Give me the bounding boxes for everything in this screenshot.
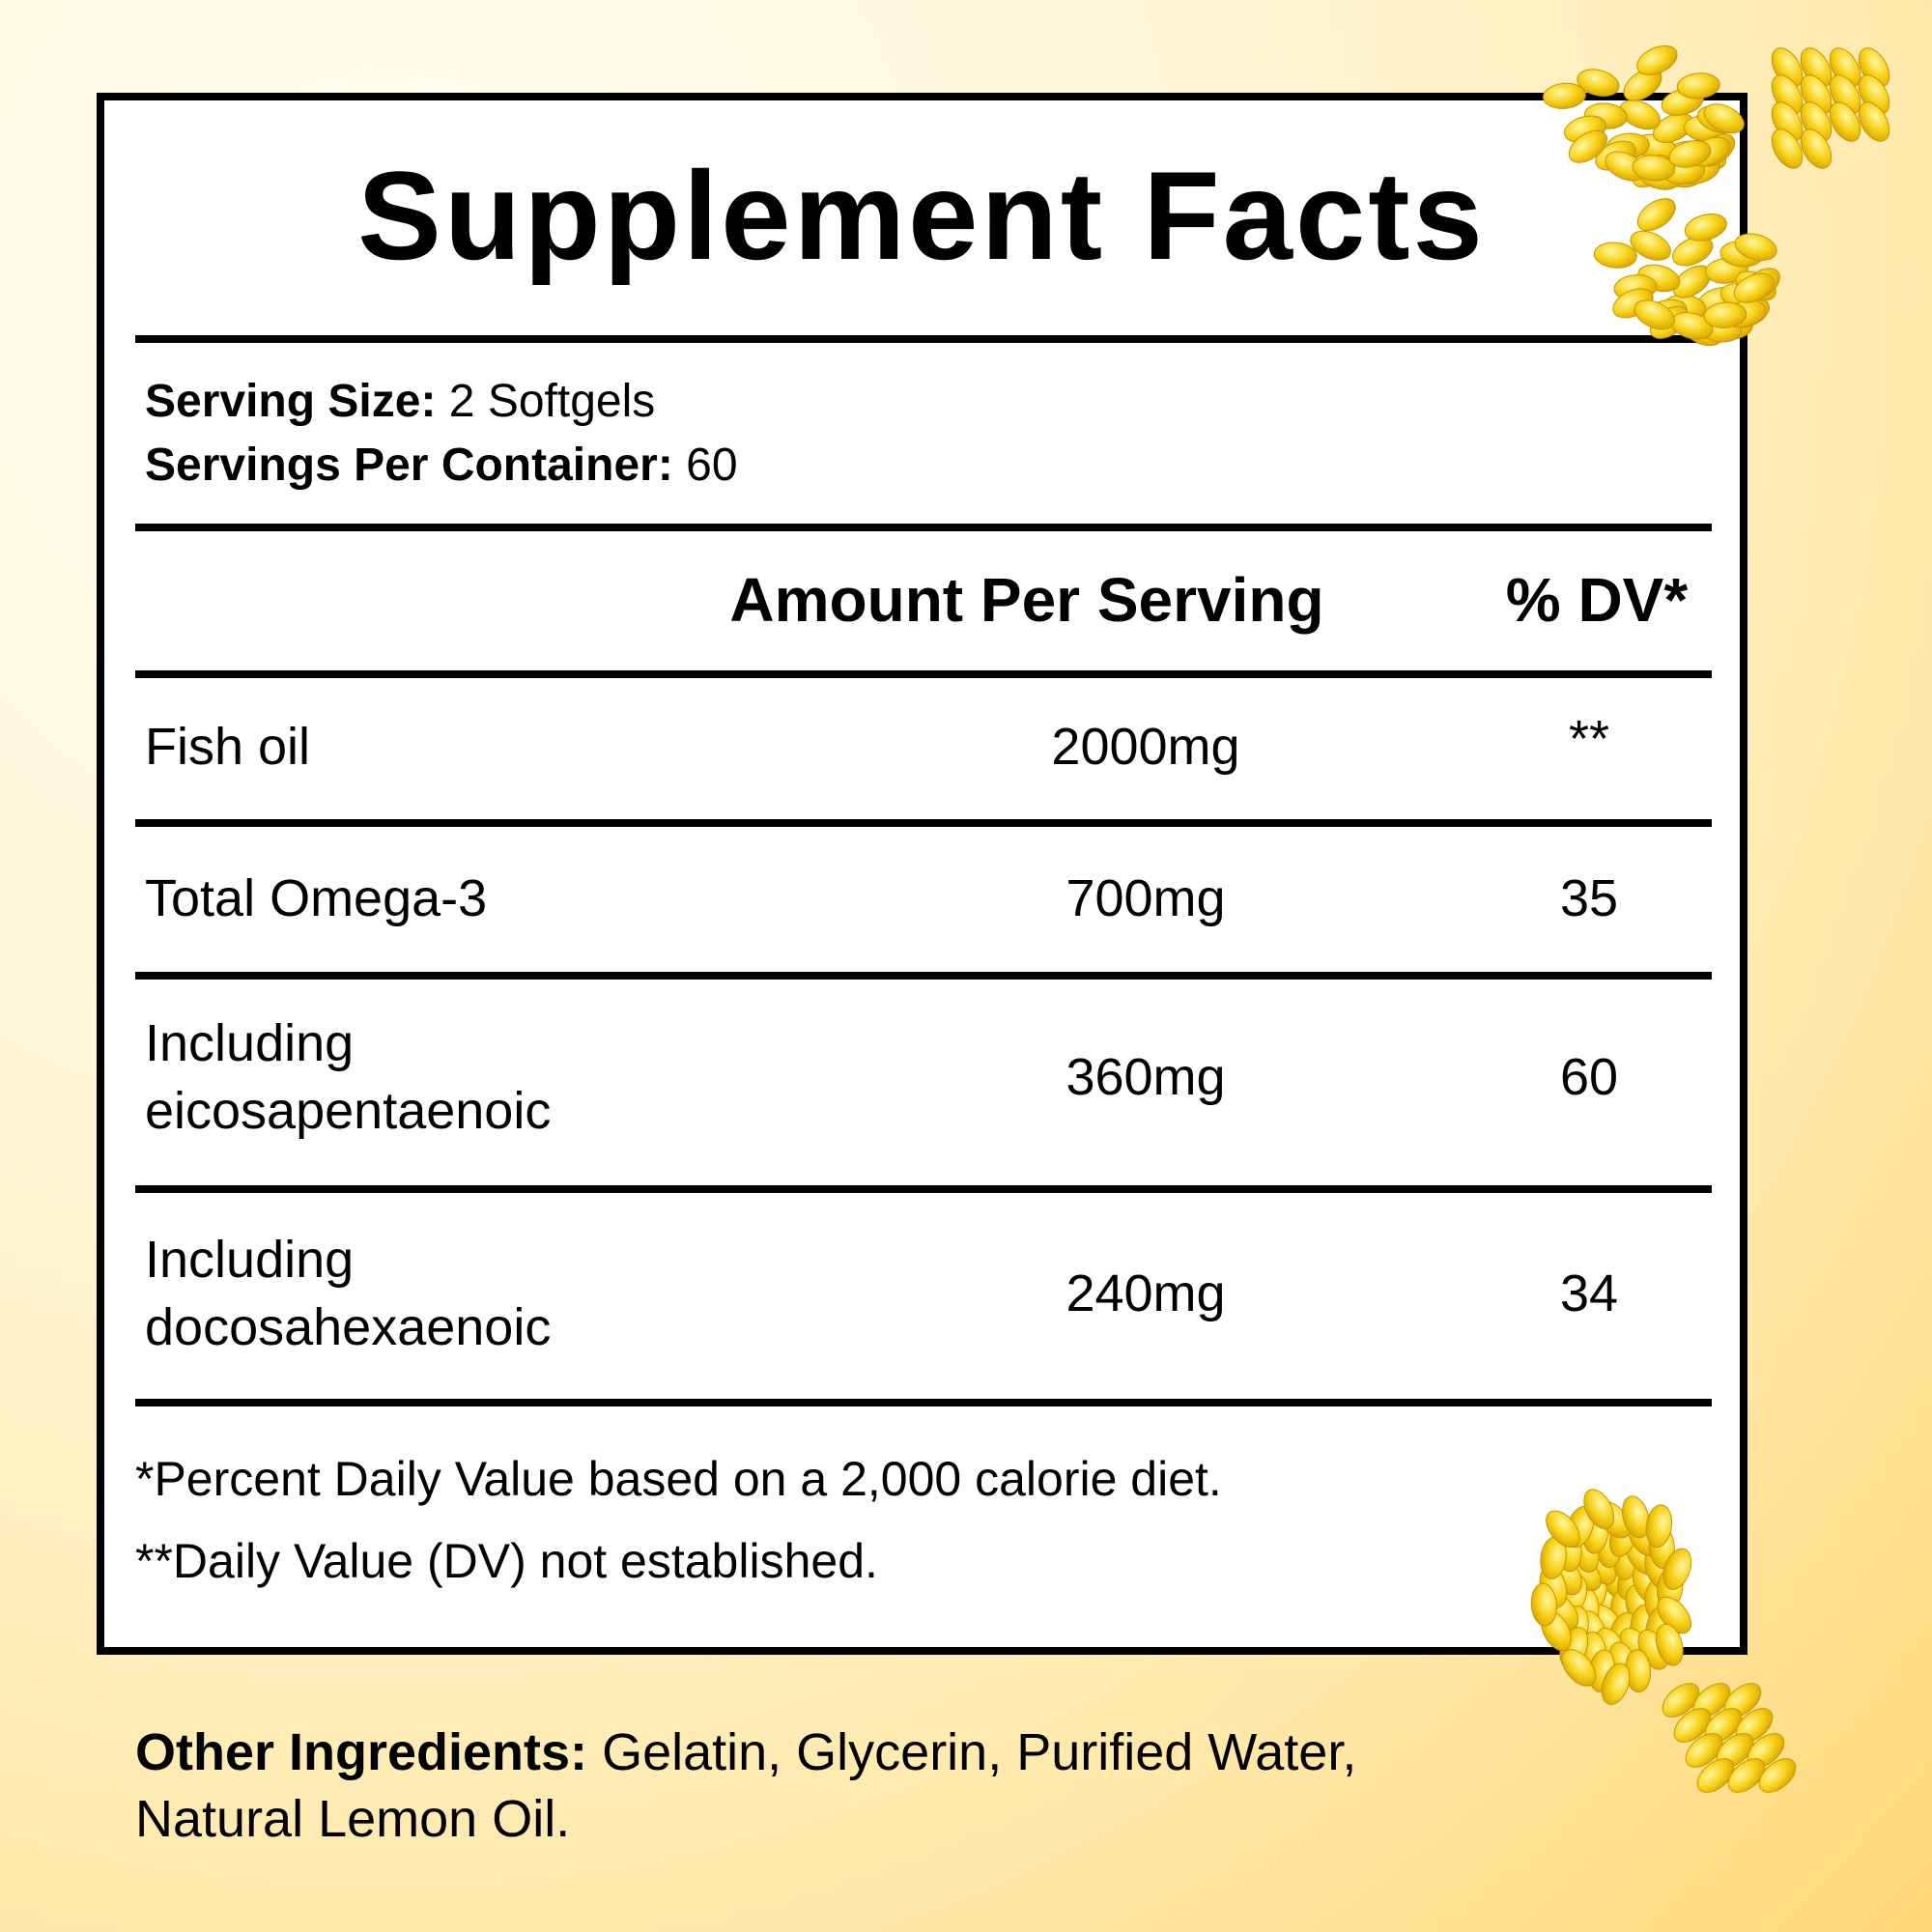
- softgel: [1696, 1758, 1735, 1793]
- value: 2 Softgels: [448, 376, 656, 427]
- column-header: Amount Per Serving: [729, 565, 1324, 635]
- label: Servings Per Container:: [145, 440, 673, 491]
- rule: [135, 1185, 1712, 1193]
- label: Other Ingredients:: [135, 1723, 588, 1781]
- amount: 700mg: [1065, 869, 1226, 927]
- amount: 2000mg: [1051, 718, 1240, 776]
- daily-value: 35: [1559, 869, 1619, 927]
- softgel: [1543, 82, 1586, 109]
- footnote: **Daily Value (DV) not established.: [135, 1534, 878, 1588]
- softgel: [1673, 1708, 1712, 1743]
- softgel: [1733, 272, 1775, 303]
- softgel: [1561, 1649, 1597, 1687]
- other-ingredients-cont: Natural Lemon Oil.: [135, 1790, 571, 1848]
- softgel: [1632, 155, 1676, 182]
- softgel: [1645, 1504, 1673, 1548]
- serving-size: Serving Size: 2 Softgels: [145, 379, 655, 425]
- softgel: [1655, 1623, 1684, 1666]
- softgel: [1662, 1683, 1700, 1718]
- rule: [135, 819, 1712, 827]
- softgel: [1703, 103, 1745, 134]
- softgel: [1858, 101, 1890, 142]
- softgel: [1619, 99, 1662, 130]
- softgel: [1685, 1733, 1723, 1768]
- softgel: [1601, 1662, 1631, 1705]
- softgel: [1577, 69, 1620, 97]
- softgel: [1771, 128, 1804, 169]
- servings-per-container: Servings Per Container: 60: [145, 442, 738, 489]
- softgel: [1636, 44, 1678, 75]
- rule: [135, 335, 1712, 343]
- other-ingredients: Other Ingredients: Gelatin, Glycerin, Pu…: [135, 1726, 1356, 1778]
- softgel: [1593, 242, 1637, 269]
- ingredient-name: Total Omega-3: [145, 869, 488, 927]
- ingredient-name: Including: [145, 1014, 355, 1072]
- softgel: [1634, 299, 1675, 330]
- softgel: [1672, 236, 1714, 267]
- softgel: [1758, 1758, 1797, 1793]
- softgel: [1622, 1495, 1650, 1539]
- daily-value: 60: [1559, 1048, 1619, 1106]
- footnote: *Percent Daily Value based on a 2,000 ca…: [135, 1452, 1222, 1506]
- rule: [135, 524, 1712, 531]
- softgel: [1734, 233, 1777, 262]
- softgel: [1636, 198, 1676, 232]
- value: Gelatin, Glycerin, Purified Water,: [602, 1723, 1357, 1781]
- rule: [135, 1399, 1712, 1406]
- softgel: [1530, 1582, 1557, 1627]
- softgel: [1684, 213, 1727, 242]
- softgel: [1662, 1548, 1692, 1590]
- softgel: [1668, 140, 1712, 168]
- softgel: [1583, 1489, 1615, 1530]
- label: Serving Size:: [145, 376, 437, 427]
- ingredient-name: Including: [145, 1231, 355, 1289]
- softgel: [1829, 101, 1861, 142]
- softgel: [1630, 230, 1671, 261]
- facts-panel: [97, 93, 1747, 1655]
- value: 60: [686, 440, 738, 491]
- column-header: % DV*: [1505, 565, 1689, 635]
- softgel: [1676, 72, 1720, 99]
- daily-value: 34: [1559, 1264, 1619, 1322]
- softgel: [1546, 1510, 1580, 1548]
- ingredient-name: eicosapentaenoic: [145, 1082, 552, 1140]
- rule: [135, 972, 1712, 980]
- amount: 240mg: [1065, 1264, 1226, 1322]
- amount: 360mg: [1065, 1048, 1226, 1106]
- ingredient-name: Fish oil: [145, 718, 311, 776]
- daily-value: **: [1568, 710, 1610, 768]
- softgel: [1727, 1758, 1766, 1793]
- ingredient-name: docosahexaenoic: [145, 1298, 552, 1356]
- softgel: [1703, 301, 1747, 328]
- softgel: [1568, 129, 1607, 163]
- softgel: [1800, 128, 1833, 169]
- title: Supplement Facts: [357, 145, 1486, 286]
- rule: [135, 670, 1712, 678]
